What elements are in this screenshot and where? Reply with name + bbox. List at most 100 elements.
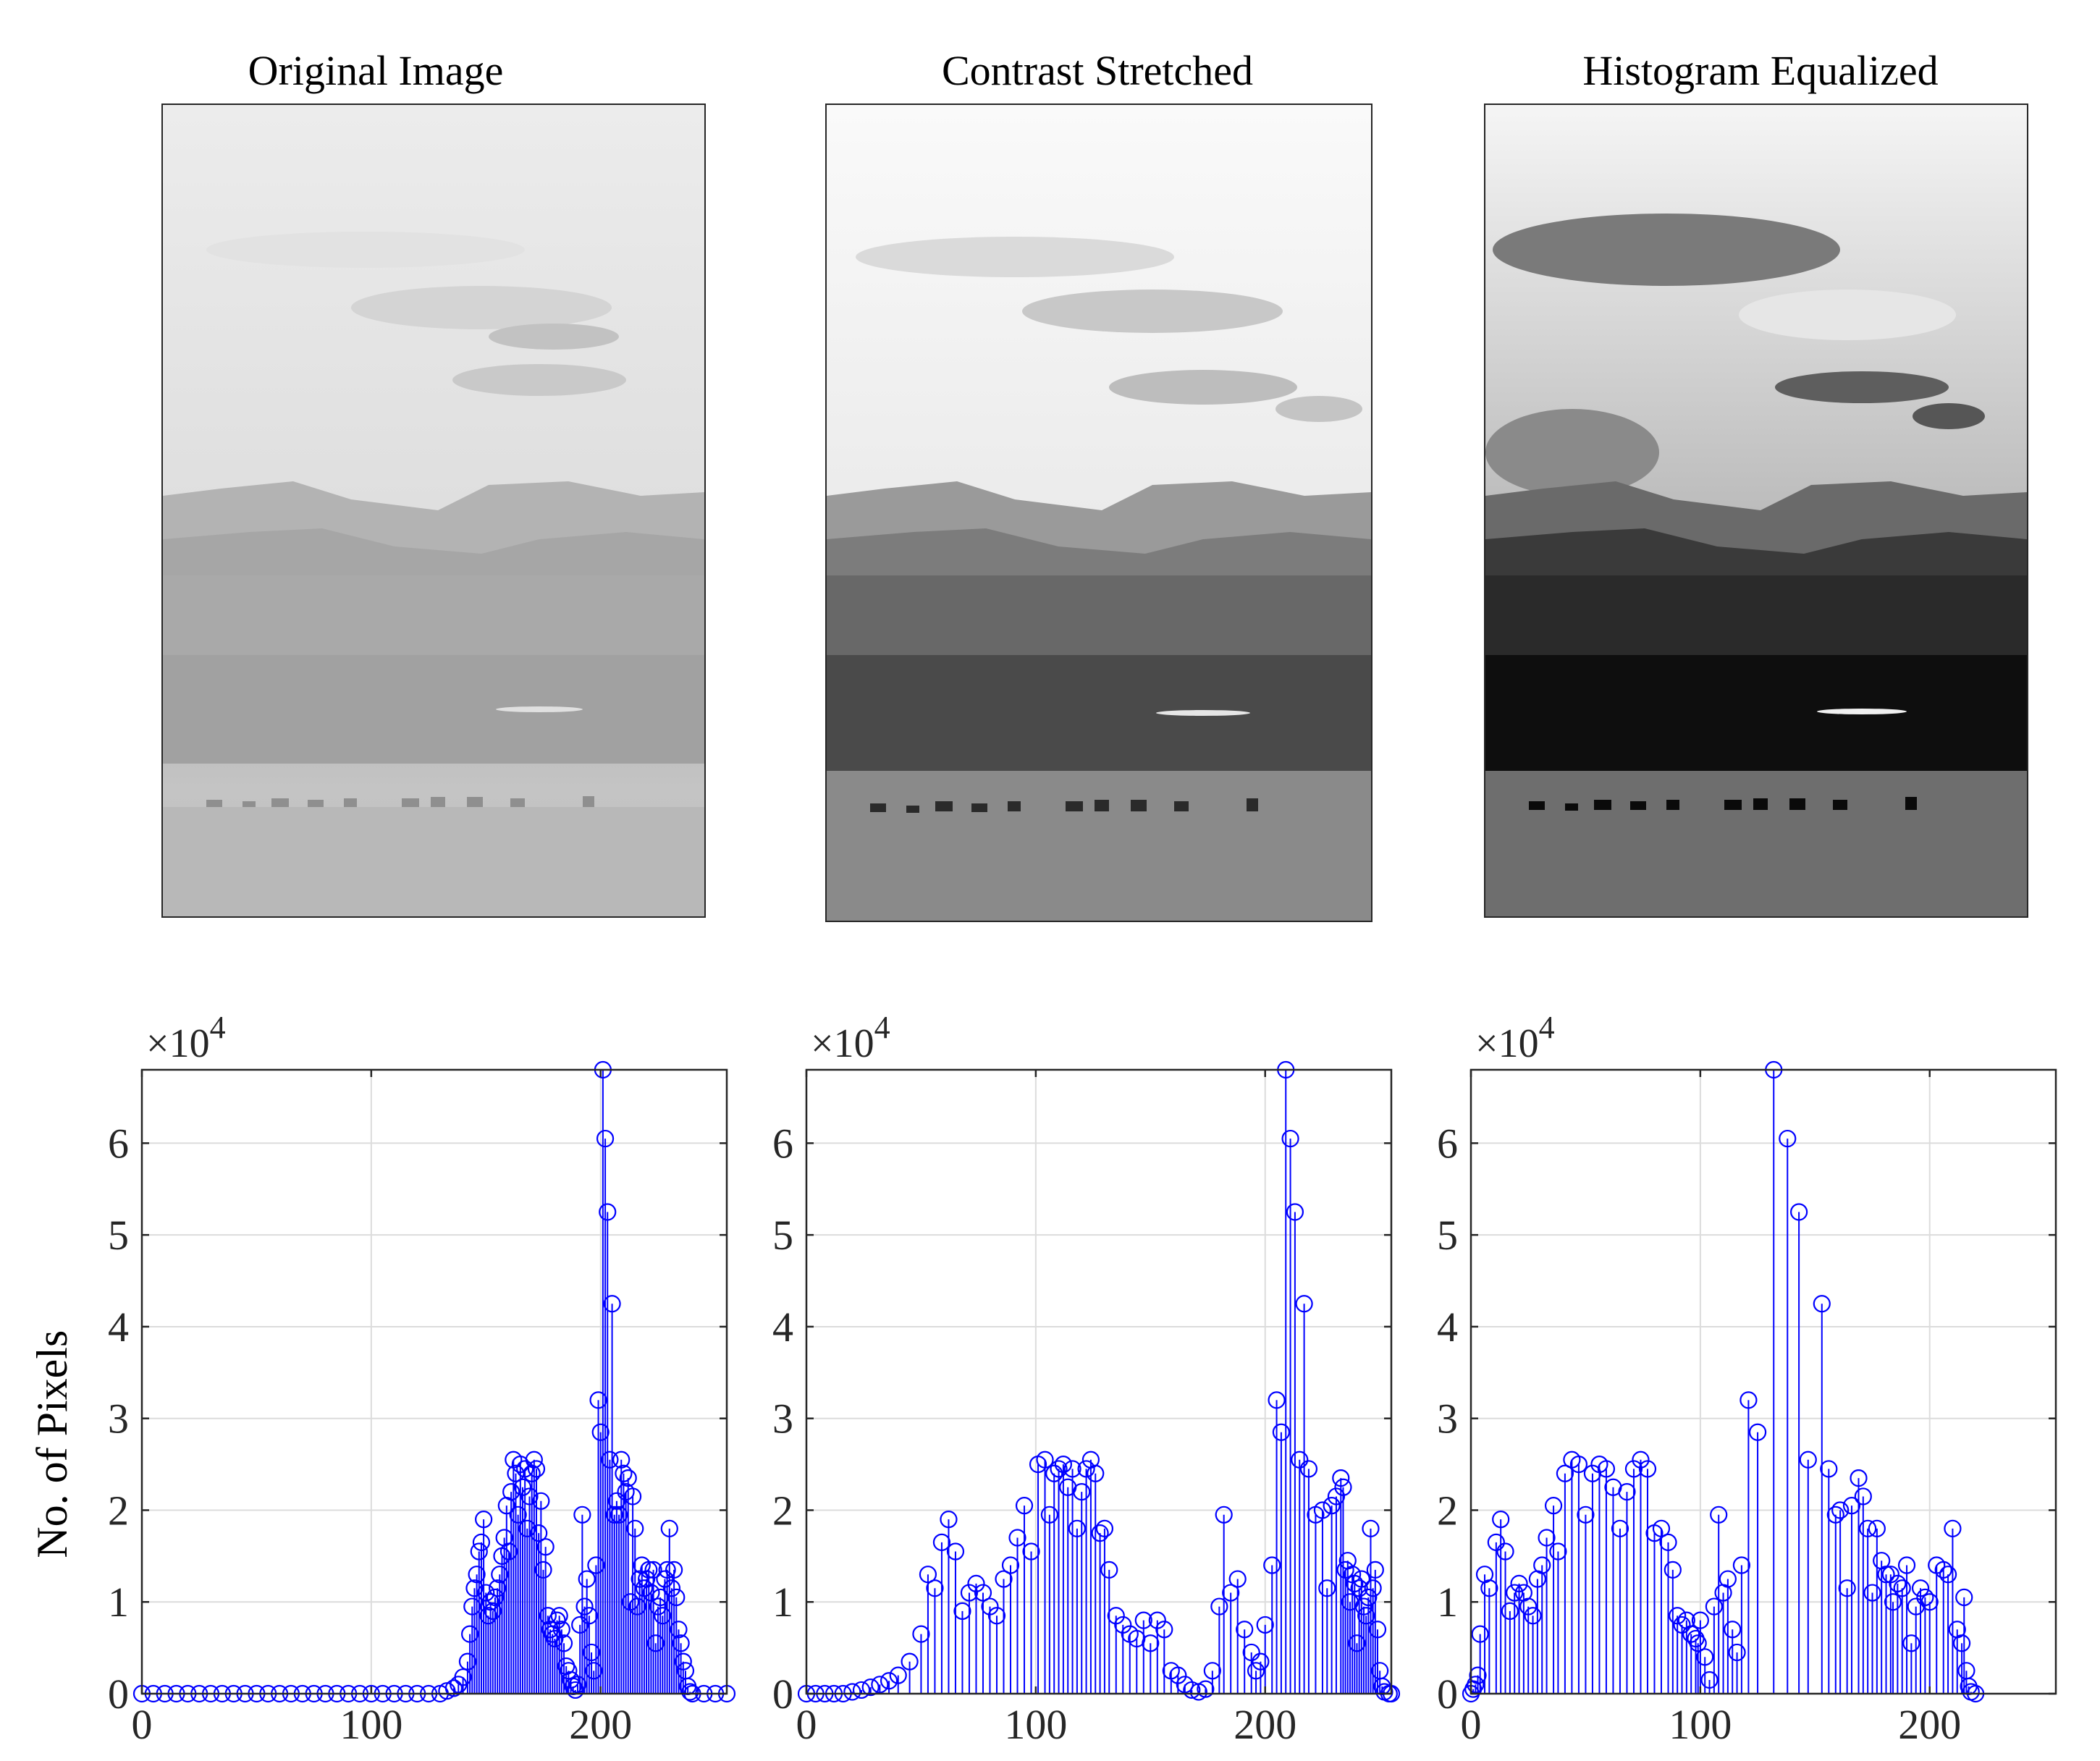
- stem-marker: [654, 1607, 672, 1625]
- title-original-image: Original Image: [248, 47, 504, 94]
- stem-marker: [852, 1681, 871, 1699]
- stem-marker: [1944, 1519, 1962, 1537]
- stem-marker: [1556, 1464, 1574, 1482]
- stem-marker: [1696, 1648, 1714, 1666]
- stem-marker: [660, 1519, 678, 1537]
- stem-marker: [610, 1505, 628, 1524]
- stem-marker: [1859, 1519, 1877, 1537]
- stem-marker: [1359, 1588, 1378, 1606]
- stem-marker: [571, 1616, 589, 1634]
- stem-marker: [987, 1607, 1006, 1625]
- stem-marker: [1022, 1542, 1040, 1561]
- x-tick-label: 100: [340, 1701, 402, 1748]
- stem-marker: [603, 1295, 621, 1313]
- stem-marker: [1050, 1460, 1068, 1478]
- stem-marker: [1569, 1455, 1588, 1474]
- stem-marker: [582, 1643, 601, 1662]
- stem-marker: [1001, 1556, 1020, 1574]
- stem-marker: [1368, 1621, 1387, 1639]
- stem-marker: [981, 1597, 999, 1616]
- stem-marker: [1318, 1579, 1336, 1597]
- stem-marker: [554, 1634, 573, 1652]
- stem-marker: [670, 1621, 688, 1639]
- stem-marker: [1831, 1501, 1850, 1519]
- y-tick-label: 4: [772, 1304, 793, 1351]
- stem-marker: [573, 1505, 591, 1524]
- original-image: [161, 104, 706, 918]
- stem-marker: [1826, 1505, 1844, 1524]
- stem-marker: [596, 1129, 615, 1148]
- title-histogram-equalized: Histogram Equalized: [1582, 47, 1939, 94]
- stem-marker: [502, 1483, 520, 1501]
- y-tick-label: 5: [772, 1212, 793, 1259]
- stem-marker: [1169, 1666, 1187, 1684]
- stem-marker: [1577, 1505, 1595, 1524]
- stem-marker: [1063, 1460, 1081, 1478]
- stem-marker: [612, 1450, 631, 1469]
- stem-marker: [1790, 1203, 1808, 1221]
- y-tick-label: 6: [1437, 1120, 1458, 1167]
- y-tick-label: 0: [1437, 1671, 1458, 1718]
- stem-marker: [1334, 1478, 1352, 1496]
- stem-marker: [926, 1579, 944, 1597]
- stem-marker: [454, 1668, 472, 1686]
- y-tick-label: 1: [1437, 1579, 1458, 1626]
- stem-marker: [1624, 1460, 1643, 1478]
- stem-marker: [1854, 1487, 1872, 1505]
- stem-marker: [1364, 1579, 1382, 1597]
- stem-marker: [667, 1588, 686, 1606]
- stem-marker: [1510, 1574, 1528, 1592]
- title-contrast-stretched: Contrast Stretched: [941, 47, 1254, 94]
- stem-marker: [1897, 1556, 1916, 1574]
- y-tick-label: 6: [108, 1120, 129, 1167]
- stem-marker: [665, 1561, 683, 1579]
- stem-marker: [619, 1469, 637, 1487]
- y-tick-label: 0: [108, 1671, 129, 1718]
- stem-marker: [1868, 1519, 1886, 1537]
- stem-marker: [1524, 1607, 1542, 1625]
- stem-marker: [1210, 1597, 1228, 1616]
- stem-marker: [1652, 1519, 1671, 1537]
- stem-marker: [1705, 1597, 1723, 1616]
- stem-marker: [1008, 1529, 1026, 1547]
- stem-marker: [1549, 1542, 1567, 1561]
- stem-marker: [1952, 1634, 1971, 1652]
- stem-marker: [539, 1607, 557, 1625]
- stem-marker: [1291, 1450, 1309, 1469]
- stem-marker: [1538, 1529, 1556, 1547]
- stem-marker: [523, 1464, 541, 1482]
- stem-marker: [1728, 1643, 1746, 1662]
- stem-marker: [534, 1561, 552, 1579]
- stem-marker: [578, 1570, 596, 1588]
- stem-marker: [681, 1683, 699, 1701]
- stem-marker: [607, 1492, 626, 1510]
- stem-marker: [461, 1625, 479, 1643]
- stem-marker: [1471, 1625, 1489, 1643]
- stem-marker: [1015, 1497, 1034, 1515]
- stem-marker: [525, 1450, 543, 1469]
- axes-box: [805, 1068, 1393, 1695]
- stem-marker: [901, 1652, 919, 1671]
- stem-marker: [1299, 1460, 1318, 1478]
- y-tick-label: 0: [772, 1671, 793, 1718]
- stem-marker: [1313, 1501, 1332, 1519]
- stem-marker: [1247, 1662, 1265, 1680]
- stem-marker: [649, 1597, 667, 1616]
- stem-marker: [481, 1593, 499, 1611]
- stem-marker: [1501, 1602, 1519, 1621]
- stem-marker: [585, 1662, 603, 1680]
- stem-marker: [1215, 1505, 1233, 1524]
- stem-marker: [499, 1542, 518, 1561]
- stem-marker: [1673, 1616, 1691, 1634]
- stem-marker: [532, 1492, 550, 1510]
- stem-marker: [1256, 1616, 1274, 1634]
- y-tick-label: 3: [772, 1395, 793, 1443]
- stem-marker: [484, 1602, 502, 1621]
- y-tick-label: 1: [772, 1579, 793, 1626]
- histogram-panel-2: 0 100 200 0 1 2 3 4 5 6 ×104: [772, 1010, 1401, 1748]
- stem-marker: [1902, 1634, 1920, 1652]
- stem-marker: [1073, 1483, 1091, 1501]
- stem-marker: [646, 1634, 665, 1652]
- stem-marker: [1659, 1533, 1677, 1551]
